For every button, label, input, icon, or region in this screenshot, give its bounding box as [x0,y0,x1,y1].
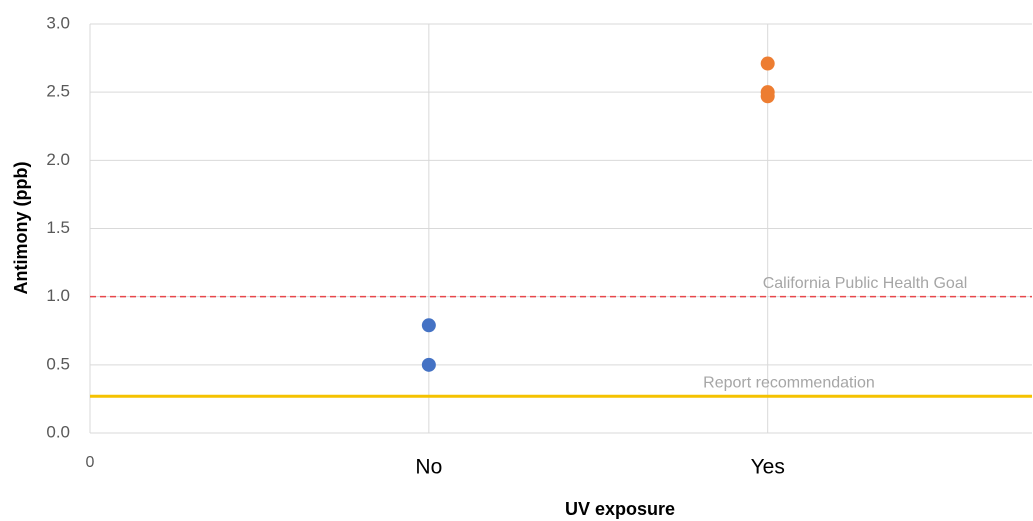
data-point [760,56,775,71]
data-point [421,318,436,333]
y-tick-label: 1.5 [46,218,70,237]
y-tick-label: 2.5 [46,82,70,101]
y-axis-label: Antimony (ppb) [11,162,31,295]
reference-label: Report recommendation [703,374,875,391]
x-tick-label: 0 [86,454,95,471]
reference-label: California Public Health Goal [763,275,968,292]
y-tick-label: 3.0 [46,13,70,32]
data-point [760,89,775,104]
x-tick-label: No [415,456,442,479]
y-tick-label: 2.0 [46,150,70,169]
y-tick-label: 0.5 [46,354,70,373]
y-tick-label: 0.0 [46,422,70,441]
data-point [421,357,436,372]
x-tick-label: Yes [751,456,785,479]
x-axis-label: UV exposure [565,499,675,519]
y-tick-label: 1.0 [46,286,70,305]
